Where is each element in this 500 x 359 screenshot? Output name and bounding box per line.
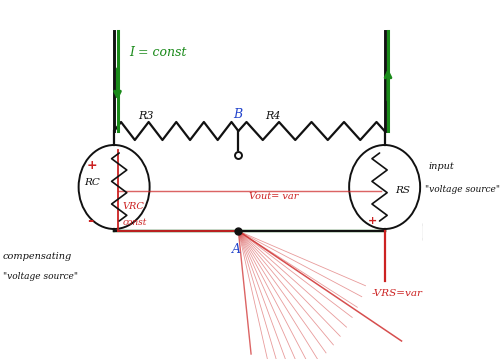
Text: "voltage source": "voltage source" <box>2 272 78 281</box>
Text: B: B <box>234 108 242 121</box>
Text: I = const: I = const <box>130 46 186 59</box>
Text: input: input <box>428 162 454 171</box>
Text: const: const <box>122 218 147 227</box>
Text: R3: R3 <box>138 111 154 121</box>
Text: R4: R4 <box>266 111 281 121</box>
Text: -: - <box>87 213 94 228</box>
Text: -VRS=var: -VRS=var <box>372 289 423 298</box>
Text: "voltage source": "voltage source" <box>425 185 500 194</box>
Text: +: + <box>368 216 377 226</box>
Text: RC: RC <box>84 178 100 187</box>
Text: compensating: compensating <box>2 252 72 261</box>
Text: RS: RS <box>395 186 410 195</box>
Text: A: A <box>232 243 240 256</box>
Text: +: + <box>87 159 98 172</box>
Text: VRC: VRC <box>122 202 144 211</box>
Text: Vout= var: Vout= var <box>248 192 298 201</box>
